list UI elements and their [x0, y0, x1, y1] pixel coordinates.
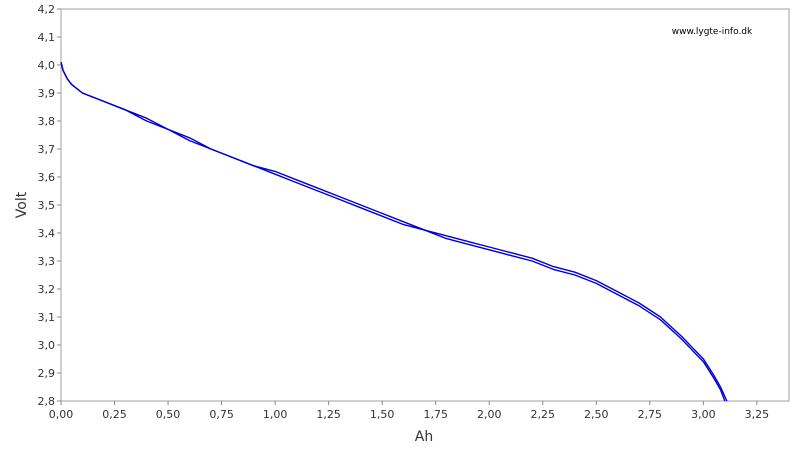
watermark-text: www.lygte-info.dk [672, 27, 753, 37]
y-tick-label: 4,2 [38, 3, 56, 16]
y-tick-label: 3,6 [38, 171, 56, 184]
y-tick-label: 3,2 [38, 283, 56, 296]
y-axis-ticks: 2,8 2,9 3,0 3,1 3,2 3,3 3,4 3,5 3,6 3,7 3,8 3,9 4,0 4… [38, 3, 61, 408]
y-tick-label: 2,8 [38, 395, 56, 408]
y-tick-label: 4,1 [38, 31, 56, 44]
y-tick-label: 3,9 [38, 87, 56, 100]
x-tick-label: 1,00 [263, 408, 288, 421]
x-tick-label: 2,50 [584, 408, 609, 421]
x-tick-label: 2,25 [531, 408, 556, 421]
x-tick-label: 3,25 [745, 408, 770, 421]
y-tick-label: 3,3 [38, 255, 56, 268]
x-tick-label: 1,75 [423, 408, 448, 421]
x-tick-label: 0,75 [209, 408, 234, 421]
x-tick-label: 0,00 [49, 408, 74, 421]
y-tick-label: 2,9 [38, 367, 56, 380]
x-tick-label: 1,25 [316, 408, 341, 421]
x-tick-label: 1,50 [370, 408, 395, 421]
x-axis-title: Ah [415, 429, 433, 445]
x-tick-label: 2,00 [477, 408, 502, 421]
y-tick-label: 3,5 [38, 199, 56, 212]
y-tick-label: 3,1 [38, 311, 56, 324]
x-tick-label: 0,25 [102, 408, 127, 421]
plot-area [60, 8, 790, 402]
series-layer [60, 62, 728, 402]
y-axis-title: Volt [14, 191, 30, 218]
y-tick-label: 3,7 [38, 143, 56, 156]
y-tick-label: 3,0 [38, 339, 56, 352]
x-tick-label: 2,75 [638, 408, 663, 421]
series-line-2 [60, 62, 728, 402]
y-tick-label: 3,8 [38, 115, 56, 128]
x-tick-label: 3,00 [691, 408, 716, 421]
x-tick-label: 0,50 [156, 408, 181, 421]
y-tick-label: 3,4 [38, 227, 56, 240]
x-axis-ticks: 0,00 0,25 0,50 0,75 1,00 1,25 1,50 1,75 2,00 2,25… [49, 401, 769, 421]
y-tick-label: 4,0 [38, 59, 56, 72]
